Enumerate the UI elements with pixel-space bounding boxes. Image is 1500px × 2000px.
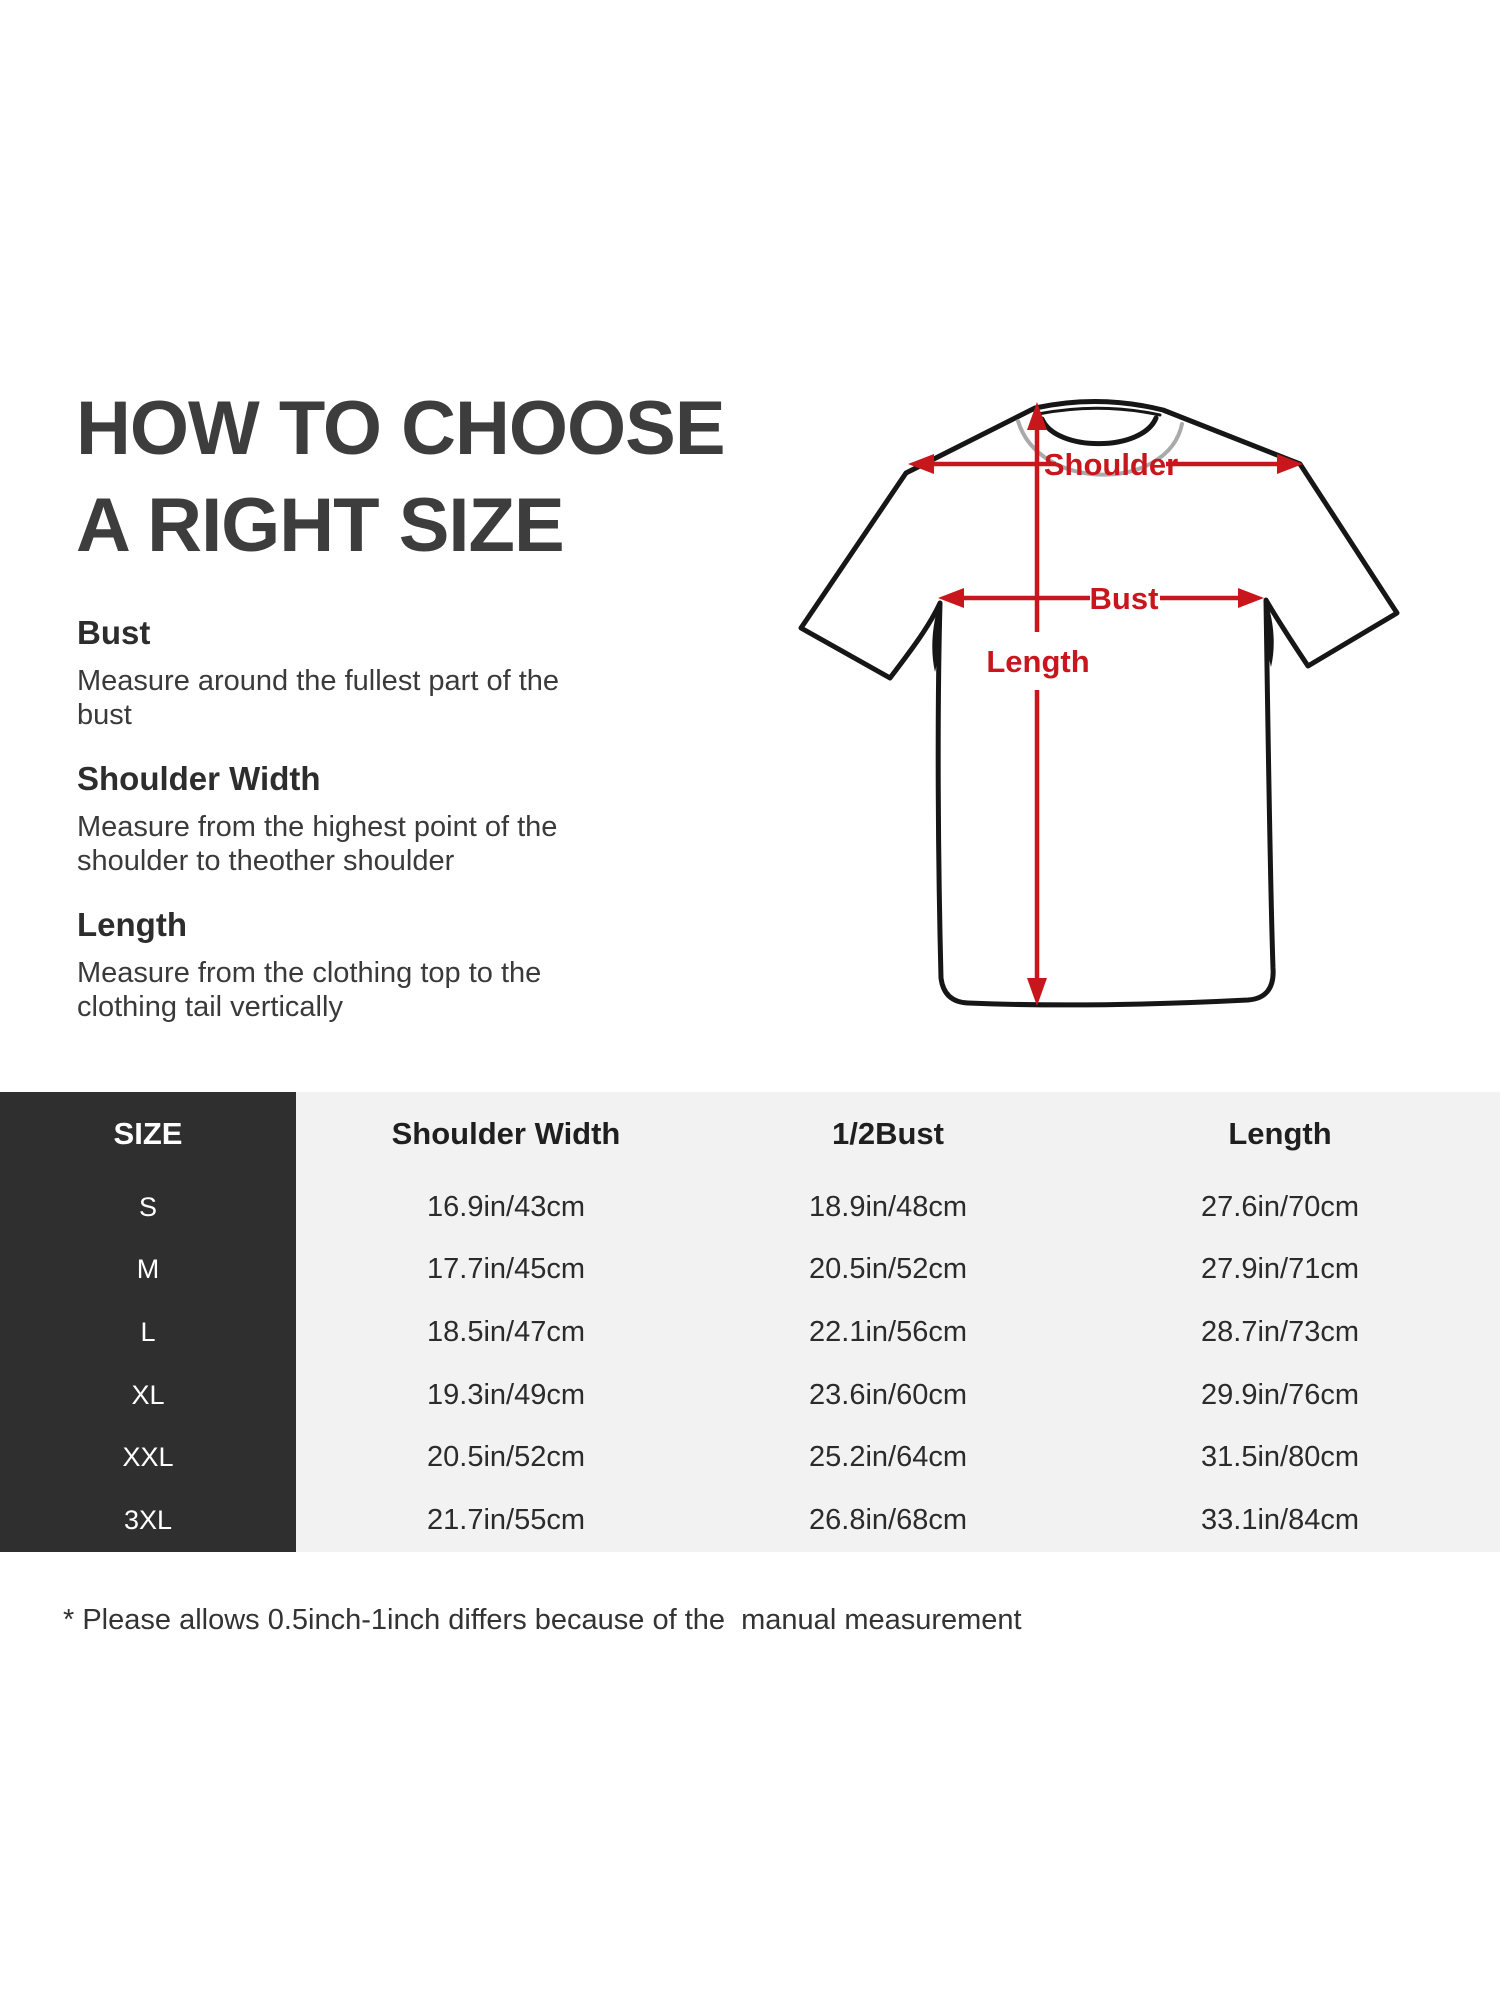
table-cell: 21.7in/55cm bbox=[296, 1489, 716, 1552]
measurement-disclaimer: * Please allows 0.5inch-1inch differs be… bbox=[63, 1604, 1022, 1636]
length-label: Length bbox=[986, 644, 1089, 679]
tshirt-diagram-icon: Shoulder Bust Length bbox=[798, 399, 1400, 1008]
table-cell: 20.5in/52cm bbox=[716, 1238, 1060, 1302]
instruction-shoulder-width-heading: Shoulder Width bbox=[77, 760, 321, 797]
table-cell: 18.9in/48cm bbox=[716, 1176, 1060, 1239]
table-cell: 27.9in/71cm bbox=[1060, 1238, 1500, 1302]
collar-opening bbox=[1039, 415, 1159, 447]
tshirt-measurement-diagram: Shoulder Bust Length bbox=[600, 280, 1410, 1040]
row-label: M bbox=[0, 1238, 296, 1302]
table-cell: 31.5in/80cm bbox=[1060, 1426, 1500, 1490]
measurement-instructions: Bust Measure around the fullest part of … bbox=[77, 614, 617, 1052]
table-cell: 16.9in/43cm bbox=[296, 1176, 716, 1239]
size-table: SIZE Shoulder Width 1/2Bust Length S 16.… bbox=[0, 1092, 1500, 1552]
row-label: XXL bbox=[0, 1426, 296, 1490]
left-armpit-shadow bbox=[932, 600, 941, 672]
instruction-shoulder-width: Shoulder Width Measure from the highest … bbox=[77, 760, 617, 878]
row-label: S bbox=[0, 1176, 296, 1239]
page-title-line-2: A RIGHT SIZE bbox=[76, 483, 565, 568]
instruction-shoulder-width-text: Measure from the highest point of the sho… bbox=[77, 811, 558, 877]
instruction-bust: Bust Measure around the fullest part of … bbox=[77, 614, 617, 732]
table-cell: 17.7in/45cm bbox=[296, 1238, 716, 1302]
table-cell: 28.7in/73cm bbox=[1060, 1301, 1500, 1364]
header-length: Length bbox=[1060, 1092, 1500, 1176]
page-title-line-1: HOW TO CHOOSE bbox=[76, 386, 726, 471]
bust-arrow bbox=[938, 588, 1264, 608]
shoulder-arrow bbox=[908, 454, 1303, 474]
collar-band-line bbox=[1036, 406, 1162, 417]
instruction-length-heading: Length bbox=[77, 906, 187, 943]
instruction-length-text: Measure from the clothing top to the clot… bbox=[77, 957, 542, 1023]
bust-label: Bust bbox=[1090, 581, 1159, 616]
table-cell: 25.2in/64cm bbox=[716, 1426, 1060, 1490]
header-half-bust: 1/2Bust bbox=[716, 1092, 1060, 1176]
header-shoulder-width: Shoulder Width bbox=[296, 1092, 716, 1176]
header-size: SIZE bbox=[0, 1092, 296, 1176]
row-label: L bbox=[0, 1301, 296, 1364]
row-label: 3XL bbox=[0, 1489, 296, 1552]
table-cell: 29.9in/76cm bbox=[1060, 1364, 1500, 1427]
table-cell: 22.1in/56cm bbox=[716, 1301, 1060, 1364]
table-cell: 19.3in/49cm bbox=[296, 1364, 716, 1427]
table-cell: 20.5in/52cm bbox=[296, 1426, 716, 1490]
page-title: HOW TO CHOOSE A RIGHT SIZE bbox=[76, 380, 726, 574]
row-label: XL bbox=[0, 1364, 296, 1427]
right-armpit-shadow bbox=[1265, 598, 1274, 667]
table-cell: 18.5in/47cm bbox=[296, 1301, 716, 1364]
table-cell: 23.6in/60cm bbox=[716, 1364, 1060, 1427]
table-cell: 26.8in/68cm bbox=[716, 1489, 1060, 1552]
table-cell: 33.1in/84cm bbox=[1060, 1489, 1500, 1552]
instruction-length: Length Measure from the clothing top to … bbox=[77, 906, 617, 1024]
shoulder-label: Shoulder bbox=[1044, 447, 1178, 482]
instruction-bust-text: Measure around the fullest part of the b… bbox=[77, 665, 560, 731]
instruction-bust-heading: Bust bbox=[77, 614, 151, 651]
collar-shadow bbox=[1016, 419, 1184, 477]
tshirt-outline bbox=[798, 399, 1400, 1008]
table-cell: 27.6in/70cm bbox=[1060, 1176, 1500, 1239]
